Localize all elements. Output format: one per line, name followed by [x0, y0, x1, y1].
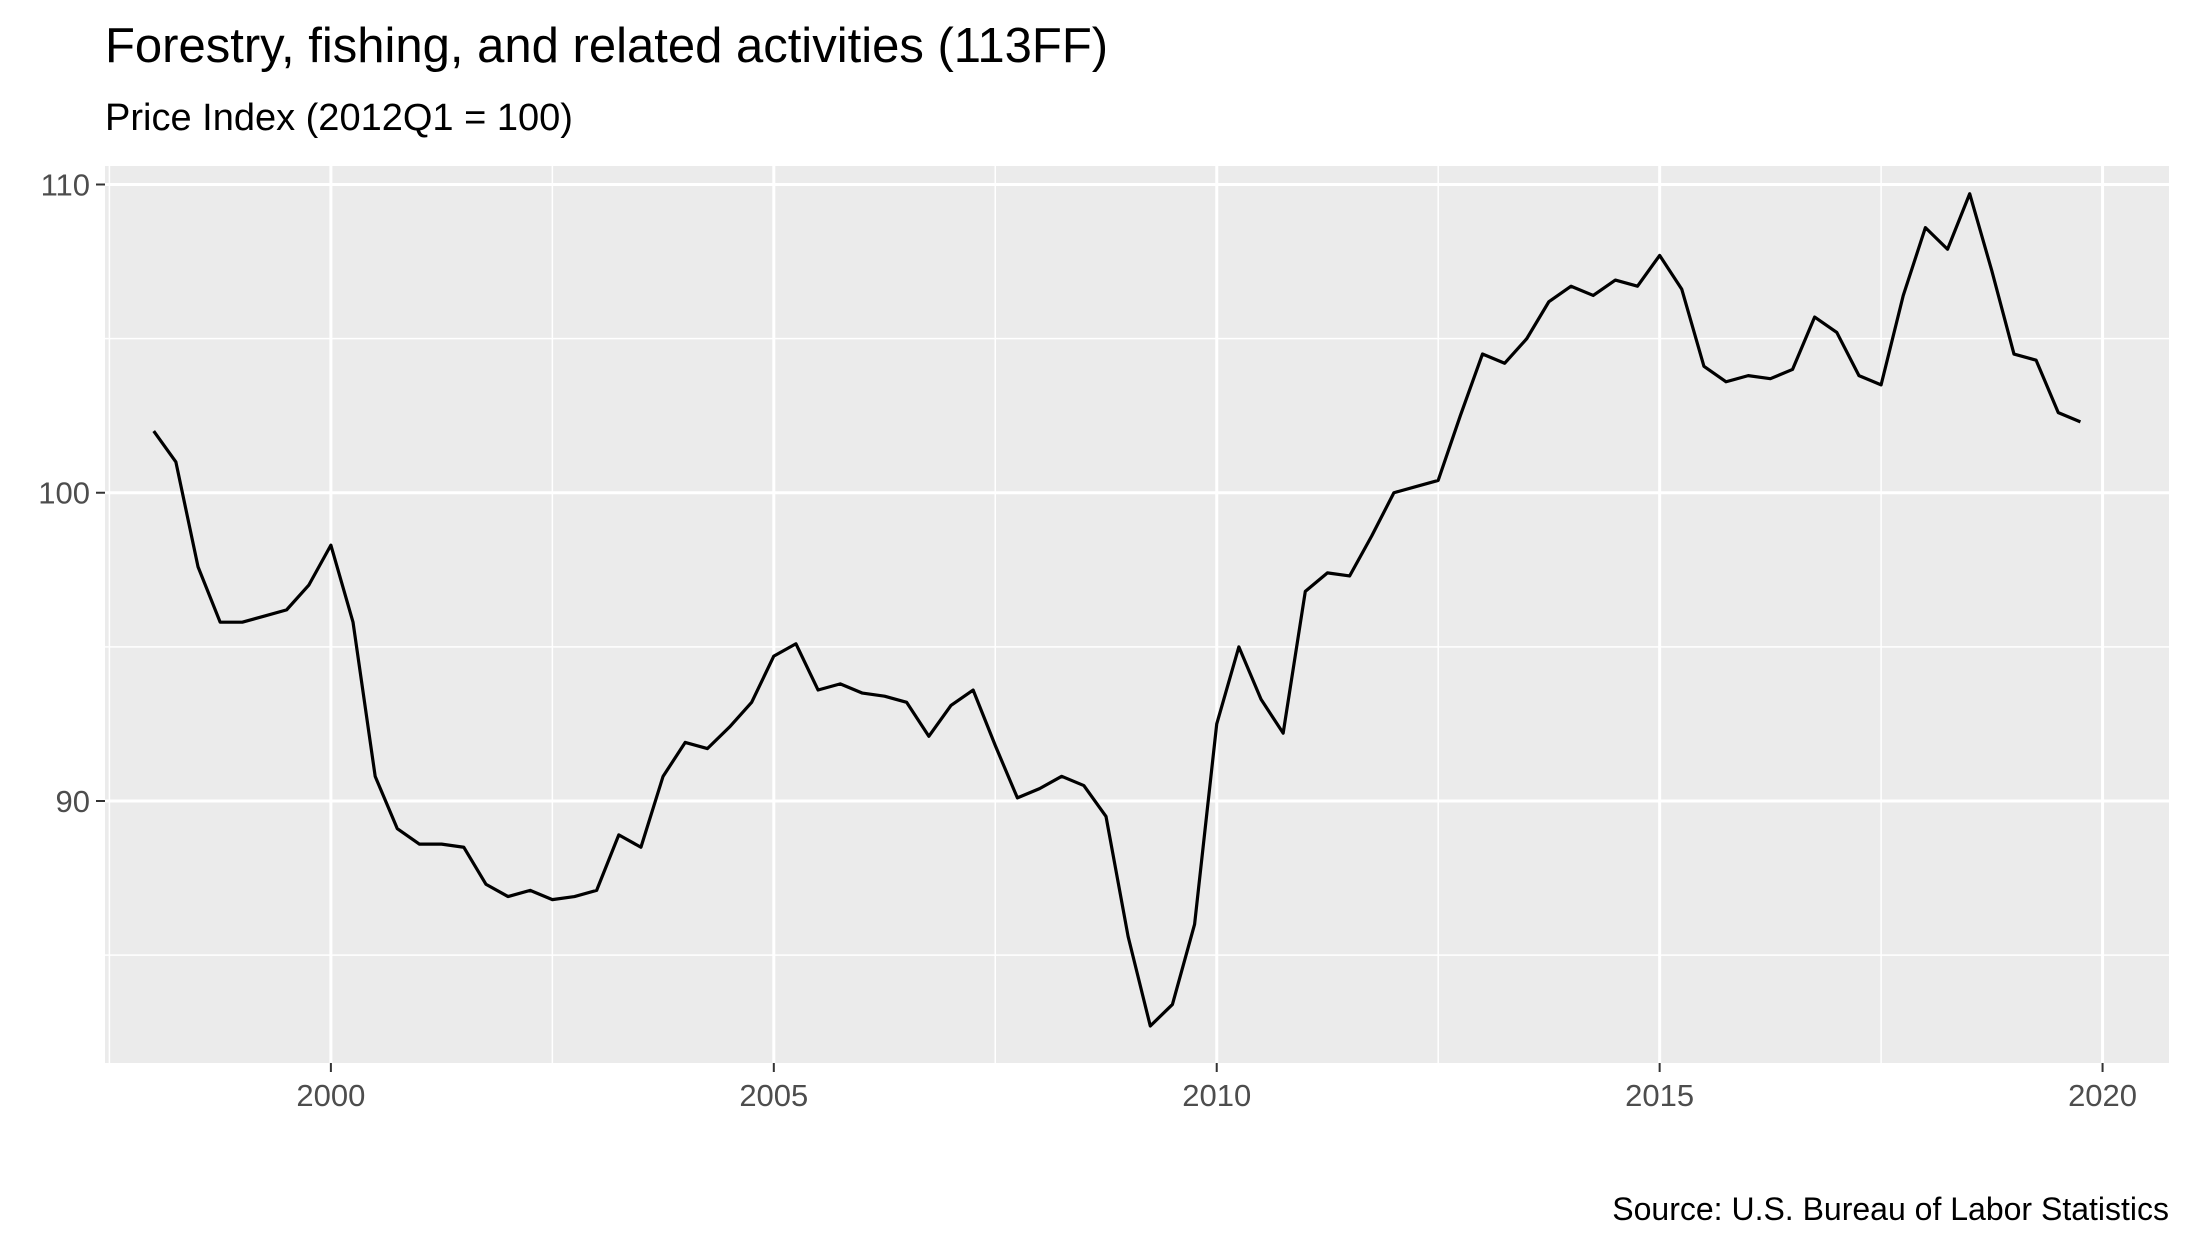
y-tick-label: 110 — [41, 167, 90, 202]
x-tick-label: 2005 — [739, 1078, 808, 1113]
y-tick-label: 100 — [38, 476, 90, 511]
x-axis: 2000 2005 2010 2015 2020 — [296, 1063, 2137, 1113]
x-tick-label: 2020 — [2068, 1078, 2137, 1113]
x-tick-label: 2015 — [1625, 1078, 1694, 1113]
plot-panel — [105, 166, 2169, 1063]
x-tick-label: 2010 — [1182, 1078, 1251, 1113]
x-tick-label: 2000 — [296, 1078, 365, 1113]
y-axis: 90 100 110 — [38, 167, 105, 819]
chart-subtitle: Price Index (2012Q1 = 100) — [105, 97, 573, 139]
minor-gridlines — [105, 166, 2169, 1063]
chart-title: Forestry, fishing, and related activitie… — [105, 19, 1108, 73]
source-caption: Source: U.S. Bureau of Labor Statistics — [1612, 1191, 2169, 1227]
major-gridlines — [105, 166, 2169, 1063]
price-index-series-line — [152, 192, 2082, 1028]
y-tick-label: 90 — [56, 784, 90, 819]
